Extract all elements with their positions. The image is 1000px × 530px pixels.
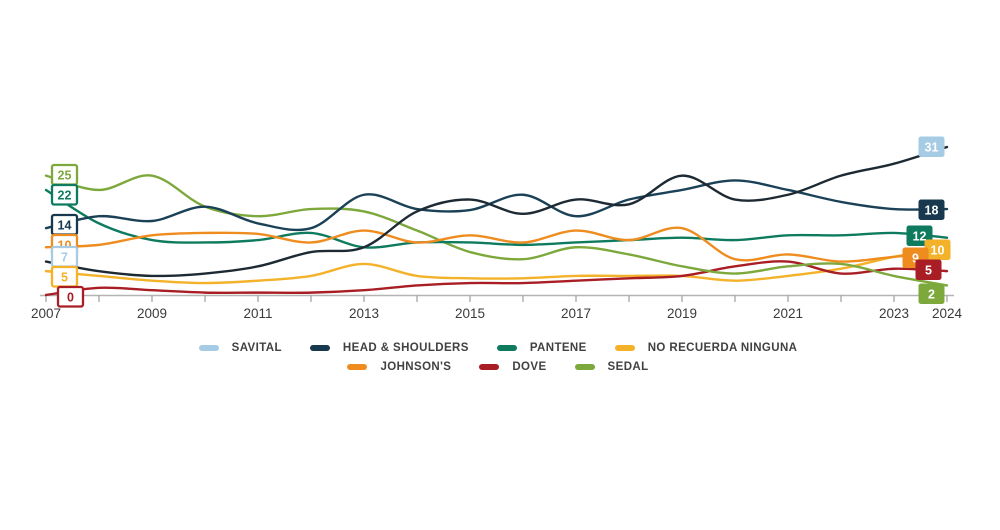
- x-axis-label-2023: 2023: [879, 306, 909, 321]
- series-line-sedal: [44, 174, 949, 287]
- end-value-box-dove: [915, 259, 942, 280]
- legend-swatch-no-recuerda-ninguna: [614, 345, 635, 351]
- end-value-label-head-shoulders: 18: [925, 203, 939, 217]
- legend-label-sedal: SEDAL: [607, 361, 649, 373]
- legend-label-johnson-s: JOHNSON'S: [380, 361, 452, 373]
- x-axis-label-2007: 2007: [31, 306, 61, 321]
- end-value-box-savital: [918, 136, 945, 157]
- series-line-savital: [44, 145, 949, 278]
- legend-swatch-pantene: [496, 345, 517, 351]
- x-axis-label-2024: 2024: [932, 306, 963, 321]
- start-value-label-no-recuerda-ninguna: 5: [61, 270, 68, 284]
- x-axis-label-2013: 2013: [349, 306, 379, 321]
- line-chart-plot-area: 2007 2009 2011 2013 2015 2017 2019 2021 2023 2024…: [31, 136, 963, 321]
- legend-swatch-dove: [479, 364, 500, 370]
- x-axis-label-2021: 2021: [773, 306, 803, 321]
- x-axis-label-2009: 2009: [137, 306, 167, 321]
- start-value-box-dove: [56, 285, 85, 308]
- end-value-label-johnson-s: 9: [912, 251, 919, 265]
- series-line-johnson-s: [44, 226, 949, 263]
- legend-swatch-johnson-s: [347, 364, 368, 370]
- series-line-no-recuerda-ninguna: [44, 246, 949, 285]
- start-value-label-pantene: 22: [58, 188, 72, 202]
- start-value-label-head-shoulders: 14: [58, 218, 72, 232]
- end-value-box-sedal: [918, 283, 945, 304]
- legend-item-johnson-s: JOHNSON'S: [347, 361, 451, 373]
- series-line-pantene: [44, 188, 949, 249]
- x-axis-label-2015: 2015: [455, 306, 485, 321]
- legend-item-dove: DOVE: [479, 361, 546, 373]
- legend-swatch-savital: [198, 345, 219, 351]
- legend-swatch-head-shoulders: [309, 345, 330, 351]
- legend-item-sedal: SEDAL: [574, 361, 649, 373]
- end-value-label-sedal: 2: [928, 287, 935, 301]
- legend-label-no-recuerda-ninguna: NO RECUERDA NINGUNA: [647, 342, 798, 354]
- legend-label-pantene: PANTENE: [529, 342, 587, 354]
- legend-item-savital: SAVITAL: [198, 342, 282, 354]
- legend-item-head-shoulders: HEAD & SHOULDERS: [309, 342, 469, 354]
- chart-legend: SAVITAL HEAD & SHOULDERS PANTENE NO RECUERD…: [20, 342, 976, 373]
- start-value-label-sedal: 25: [58, 168, 72, 182]
- legend-swatch-sedal: [574, 364, 595, 370]
- legend-label-head-shoulders: HEAD & SHOULDERS: [342, 342, 469, 354]
- start-value-label-savital: 7: [61, 250, 68, 264]
- series-line-head-shoulders: [44, 179, 949, 232]
- x-axis-label-2011: 2011: [243, 306, 272, 321]
- end-value-label-savital: 31: [925, 140, 939, 154]
- start-value-box-pantene: [50, 183, 79, 206]
- legend-label-savital: SAVITAL: [231, 342, 282, 354]
- legend-row-2: JOHNSON'S DOVE SEDAL: [347, 361, 648, 373]
- legend-item-pantene: PANTENE: [496, 342, 587, 354]
- x-axis-label-2017: 2017: [561, 306, 591, 321]
- legend-item-no-recuerda-ninguna: NO RECUERDA NINGUNA: [614, 342, 798, 354]
- end-value-label-dove: 5: [925, 263, 932, 277]
- start-value-label-dove: 0: [67, 290, 74, 304]
- end-value-label-no-recuerda-ninguna: 10: [931, 243, 945, 257]
- end-value-box-head-shoulders: [918, 199, 945, 220]
- x-axis-label-2019: 2019: [667, 306, 697, 321]
- end-value-label-pantene: 12: [913, 229, 927, 243]
- legend-row-1: SAVITAL HEAD & SHOULDERS PANTENE NO RECUERD…: [198, 342, 798, 354]
- legend-label-dove: DOVE: [512, 361, 547, 373]
- series-line-dove: [44, 260, 949, 297]
